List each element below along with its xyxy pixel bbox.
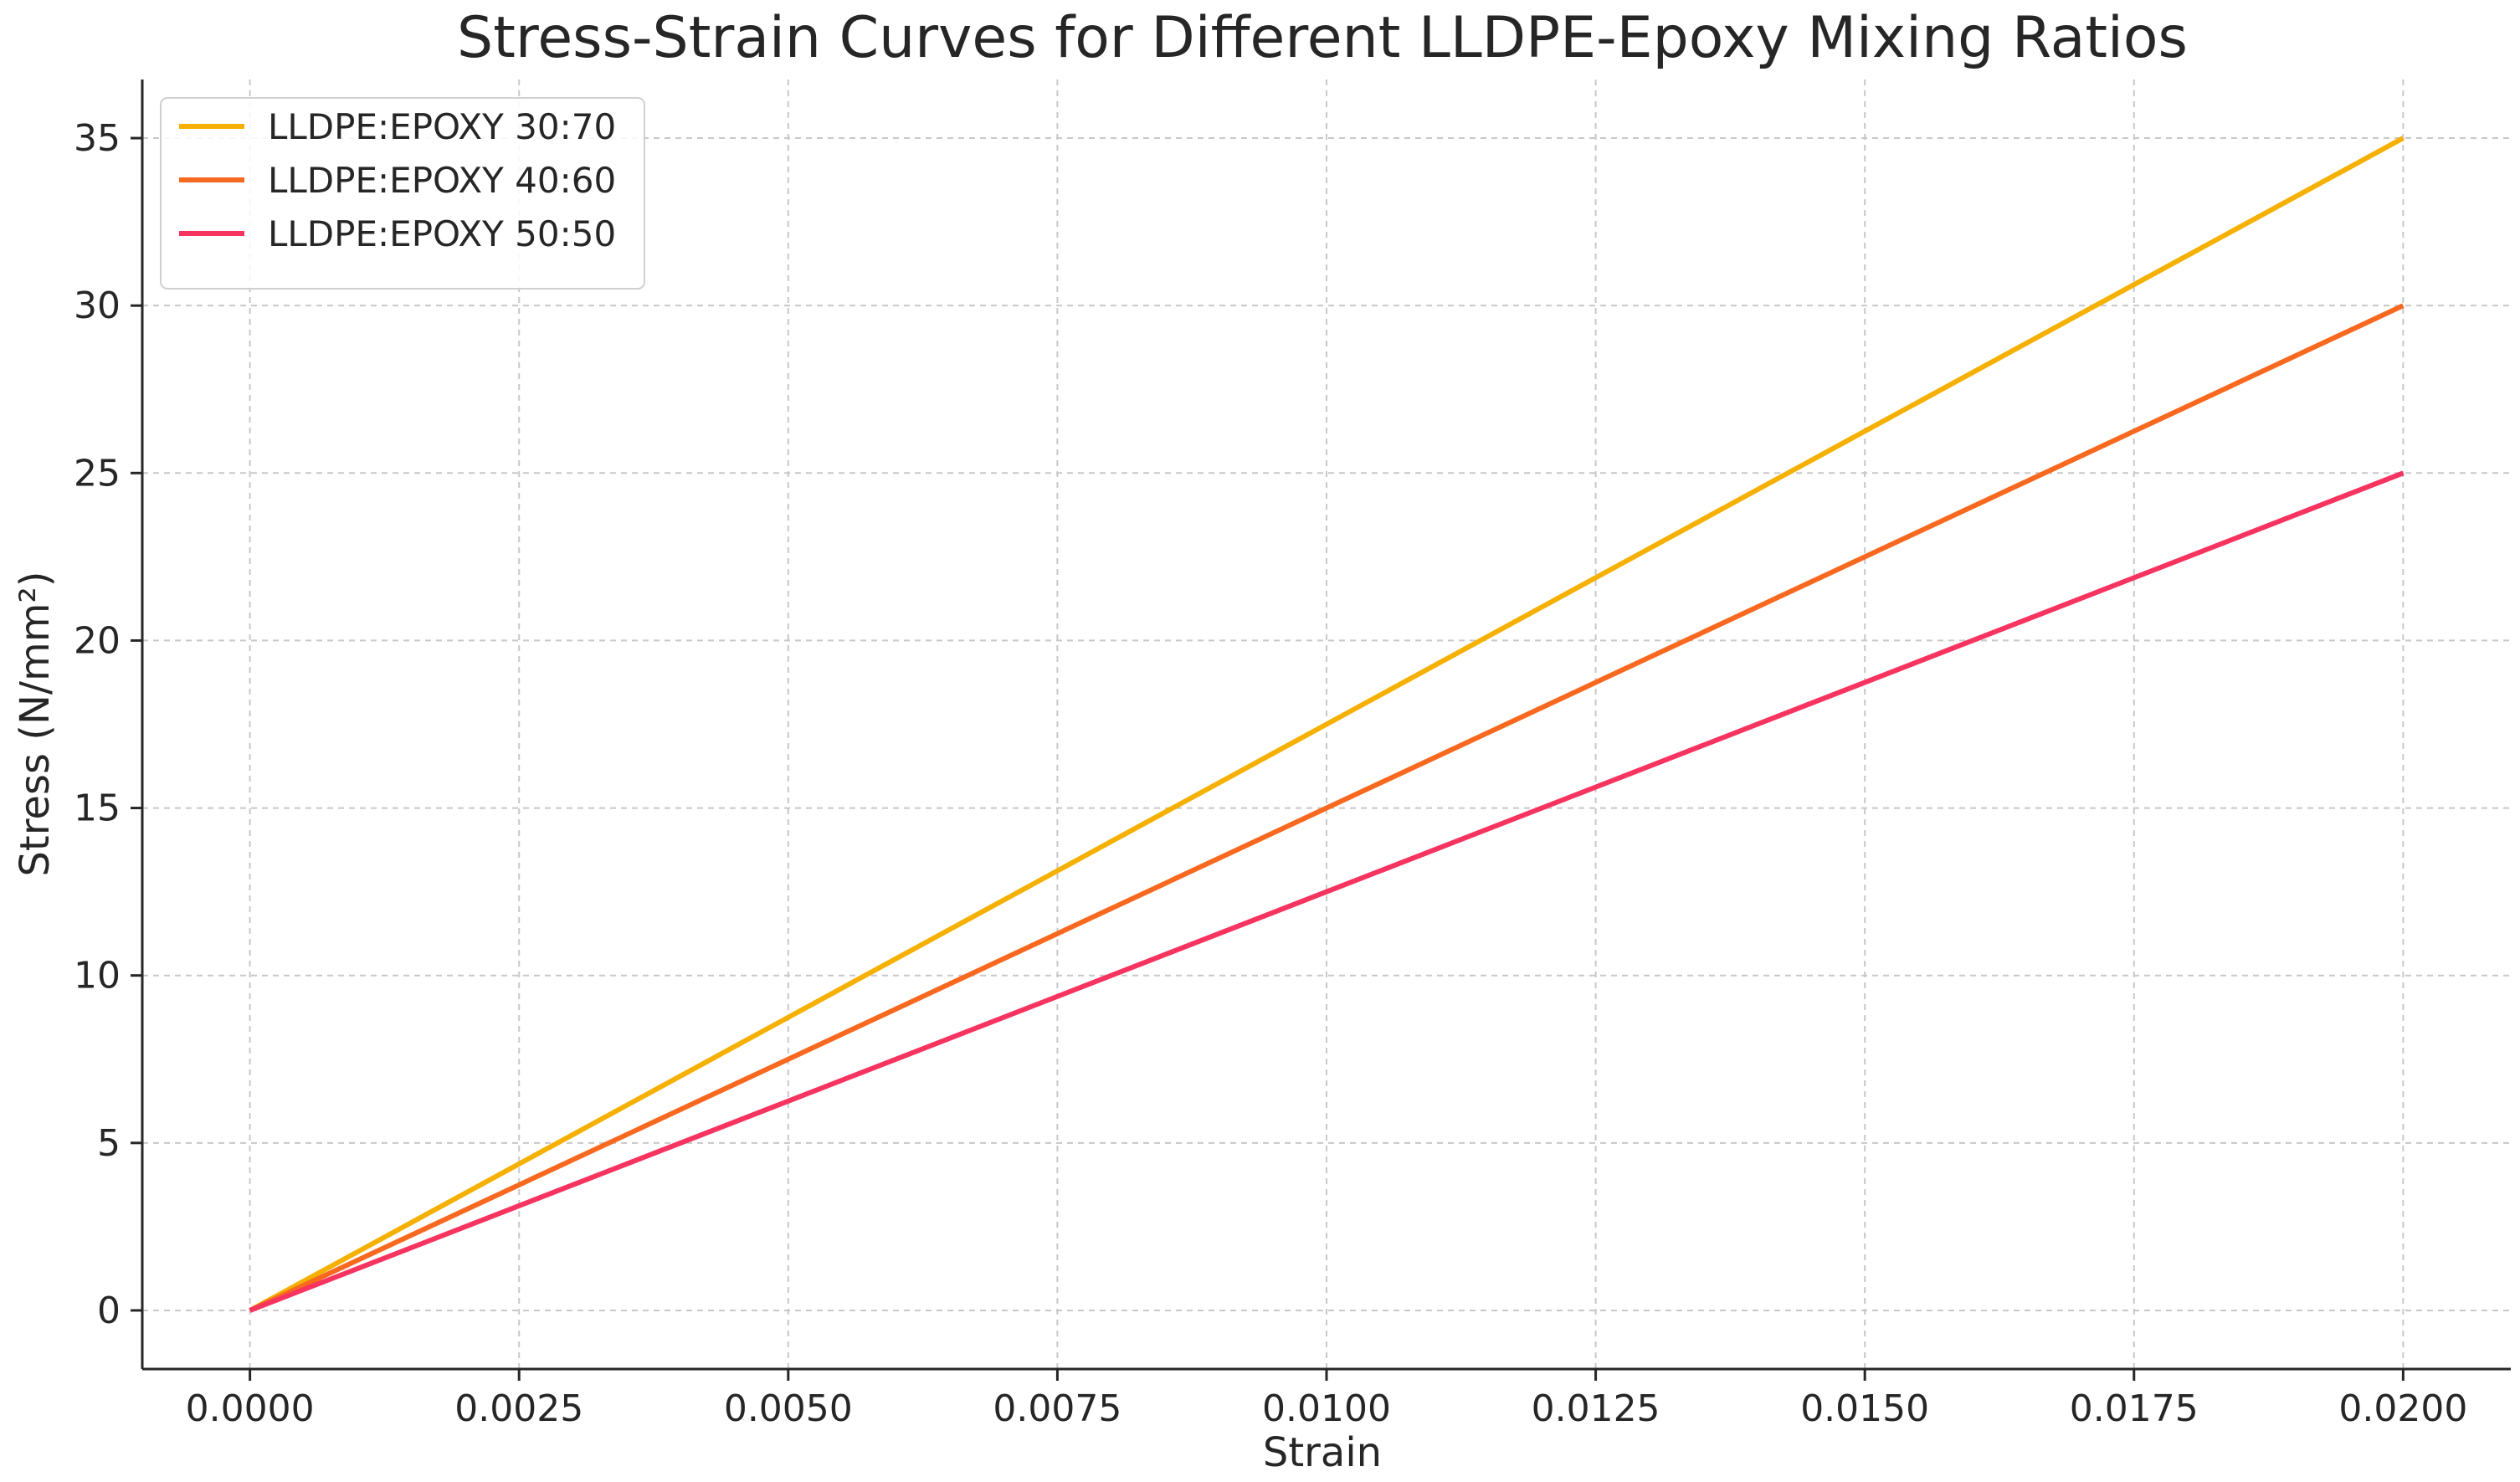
legend-box [160,97,645,290]
y-tick-label-4: 20 [74,619,121,662]
legend-label-2: LLDPE:EPOXY 50:50 [268,213,616,254]
series-line-1 [249,303,2405,1313]
legend: LLDPE:EPOXY 30:70 LLDPE:EPOXY 40:60 LLDPE:… [160,97,645,290]
y-tick-label-5: 25 [74,452,121,495]
y-tick-label-2: 10 [74,955,121,997]
series-line-2 [249,470,2405,1313]
x-tick-label-0: 0.0000 [186,1387,315,1430]
series-lines [249,136,2405,1313]
x-tick-label-5: 0.0125 [1532,1387,1660,1430]
y-tick-label-1: 5 [97,1122,121,1165]
chart-title: Stress-Strain Curves for Different LLDPE… [457,5,2188,71]
y-tick-label-6: 30 [74,285,121,327]
tick-labels: 0.0000 0.0025 0.0050 0.0075 0.0100 0.0125 0.01… [74,117,2467,1430]
y-tick-label-3: 15 [74,787,121,830]
series-line-0 [249,136,2405,1313]
x-tick-label-2: 0.0050 [724,1387,853,1430]
legend-label-1: LLDPE:EPOXY 40:60 [268,160,616,201]
legend-label-0: LLDPE:EPOXY 30:70 [268,106,616,147]
x-tick-label-8: 0.0200 [2338,1387,2467,1430]
y-tick-label-7: 35 [74,117,121,160]
x-tick-label-4: 0.0100 [1262,1387,1391,1430]
x-tick-label-7: 0.0175 [2070,1387,2199,1430]
x-tick-label-3: 0.0075 [993,1387,1121,1430]
y-axis-label: Stress (N/mm²) [12,571,59,876]
x-axis-label: Strain [1263,1429,1382,1476]
y-tick-label-0: 0 [97,1290,121,1332]
x-tick-label-1: 0.0025 [454,1387,583,1430]
x-tick-label-6: 0.0150 [1800,1387,1929,1430]
